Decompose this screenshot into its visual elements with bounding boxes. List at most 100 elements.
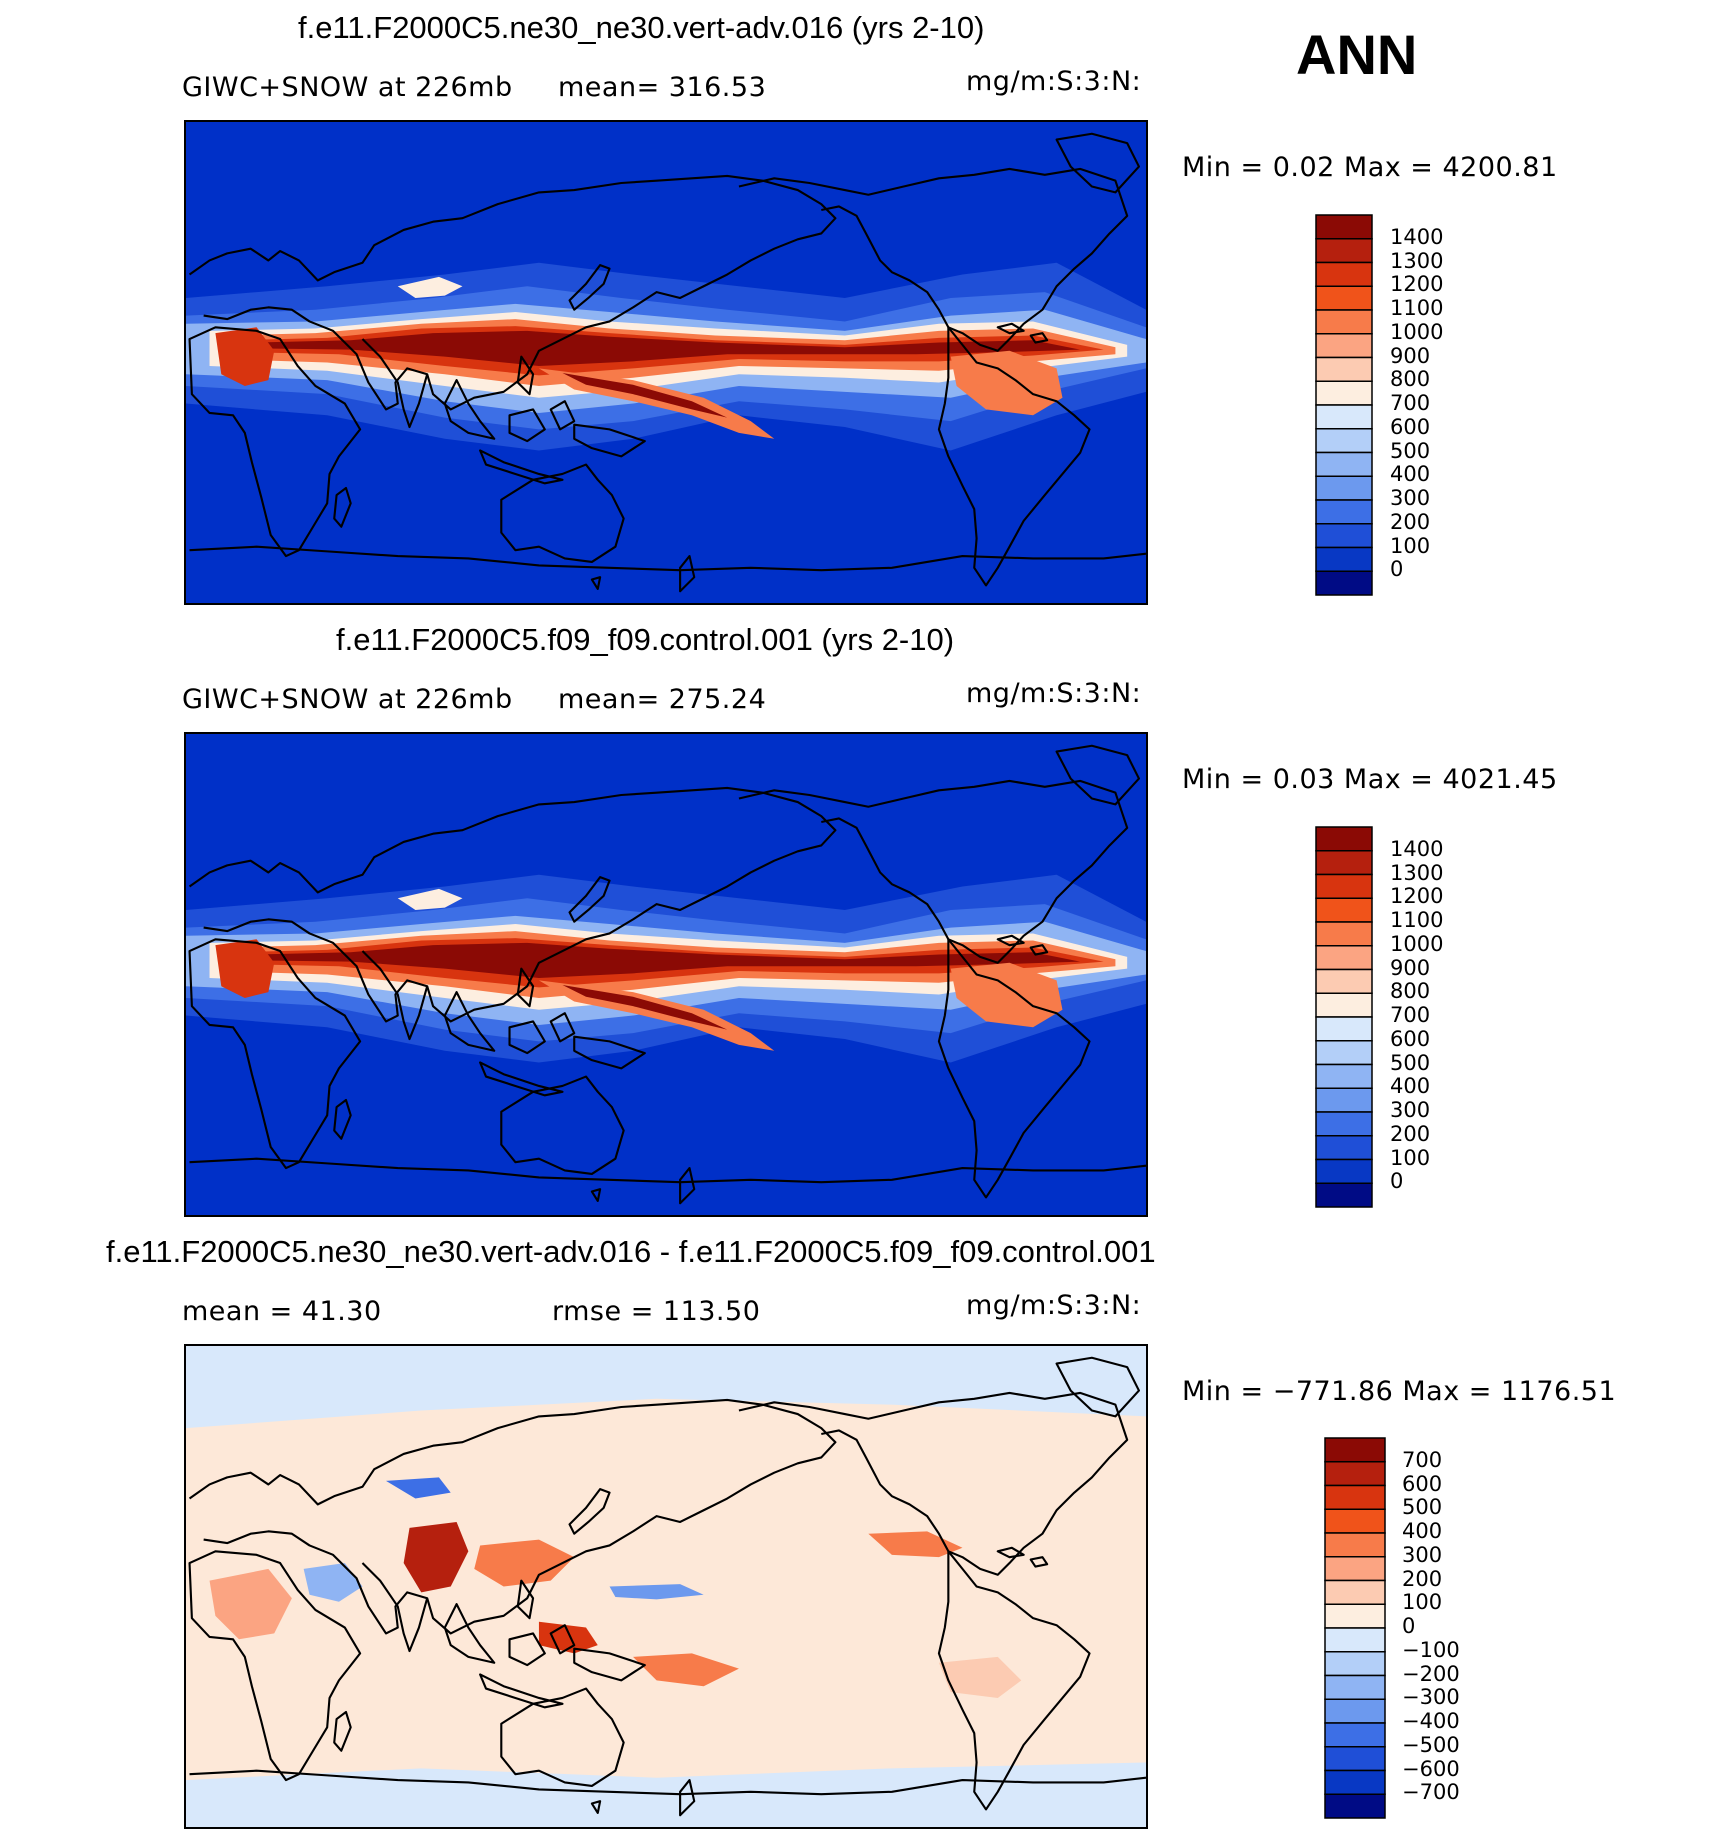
panel3-mean: mean = 41.30 (182, 1296, 382, 1327)
panel3-colorbar-label: −600 (1402, 1756, 1460, 1781)
panel1-colorbar-swatch (1315, 285, 1373, 311)
panel1-mean: mean= 316.53 (558, 72, 767, 103)
panel3-colorbar-swatch (1324, 1651, 1386, 1677)
panel2-mean: mean= 275.24 (558, 684, 767, 715)
panel3-colorbar-swatch (1324, 1556, 1386, 1582)
panel3-units: mg/m:S:3:N: (966, 1290, 1142, 1321)
panel1-colorbar-label: 700 (1390, 391, 1431, 415)
panel3-colorbar-swatch (1324, 1484, 1386, 1510)
panel2-colorbar-swatch (1315, 873, 1373, 899)
panel3-colorbar-swatch (1324, 1461, 1386, 1487)
panel1-colorbar-swatch (1315, 523, 1373, 549)
panel2-colorbar-label: 200 (1390, 1121, 1431, 1146)
panel2-colorbar-label: 0 (1390, 1169, 1404, 1194)
panel1-colorbar-label: 300 (1390, 486, 1431, 510)
panel2-colorbar-swatch (1315, 1040, 1373, 1066)
panel1-colorbar-swatch (1315, 499, 1373, 525)
panel2-colorbar-label: 1400 (1390, 836, 1444, 861)
panel3-minmax: Min = −771.86 Max = 1176.51 (1182, 1376, 1617, 1407)
panel2-colorbar-label: 1000 (1390, 931, 1444, 956)
panel2-colorbar-swatch (1315, 826, 1373, 852)
panel1-colorbar-swatch (1315, 309, 1373, 335)
panel3-colorbar-swatch (1324, 1532, 1386, 1558)
panel1-colorbar-swatch (1315, 570, 1373, 596)
panel3-colorbar-swatch (1324, 1746, 1386, 1772)
panel3-colorbar-label: 200 (1402, 1566, 1443, 1591)
panel2-colorbar-swatch (1315, 992, 1373, 1018)
panel2-colorbar-label: 400 (1390, 1074, 1431, 1099)
panel3-colorbar-label: 0 (1402, 1614, 1416, 1638)
panel3-colorbar-label: 300 (1402, 1542, 1443, 1567)
panel1-colorbar-swatch (1315, 356, 1373, 382)
panel2-minmax: Min = 0.03 Max = 4021.45 (1182, 764, 1558, 795)
panel1-units: mg/m:S:3:N: (966, 66, 1142, 97)
panel2-colorbar-swatch (1315, 968, 1373, 994)
panel2-colorbar-label: 1300 (1390, 860, 1444, 885)
panel1-variable: GIWC+SNOW at 226mb (182, 72, 513, 103)
panel3-colorbar-swatch (1324, 1769, 1386, 1795)
panel1-colorbar-swatch (1315, 261, 1373, 287)
panel2-colorbar-swatch (1315, 1111, 1373, 1137)
panel2-colorbar-label: 800 (1390, 979, 1431, 1004)
panel2-colorbar-label: 500 (1390, 1050, 1431, 1075)
panel2-colorbar-swatch (1315, 1135, 1373, 1161)
panel1-colorbar-label: 600 (1390, 414, 1431, 439)
panel1-colorbar-swatch (1315, 214, 1373, 240)
panel3-colorbar-label: −200 (1402, 1661, 1460, 1686)
panel1-colorbar-label: 900 (1390, 343, 1431, 368)
panel1-colorbar (1315, 214, 1373, 596)
panel1-minmax: Min = 0.02 Max = 4200.81 (1182, 152, 1558, 183)
panel1-colorbar-label: 1200 (1390, 272, 1444, 297)
panel2-colorbar (1315, 826, 1373, 1208)
panel2-colorbar-swatch (1315, 850, 1373, 876)
panel3-colorbar-label: −500 (1402, 1732, 1460, 1757)
panel2-colorbar-label: 700 (1390, 1003, 1431, 1027)
panel1-colorbar-label: 0 (1390, 557, 1404, 582)
panel3-colorbar-swatch (1324, 1722, 1386, 1748)
panel3-colorbar-swatch (1324, 1698, 1386, 1724)
panel2-colorbar-label: 1200 (1390, 884, 1444, 909)
panel1-colorbar-swatch (1315, 333, 1373, 359)
panel2-colorbar-label: 600 (1390, 1026, 1431, 1051)
panel2-colorbar-label: 300 (1390, 1098, 1431, 1122)
panel3-colorbar-label: −400 (1402, 1709, 1460, 1733)
panel3-colorbar-label: 600 (1402, 1471, 1443, 1496)
panel3-colorbar-swatch (1324, 1508, 1386, 1534)
panel3-rmse: rmse = 113.50 (552, 1296, 761, 1327)
panel3-colorbar-label: 500 (1402, 1495, 1443, 1520)
panel2-units: mg/m:S:3:N: (966, 678, 1142, 709)
panel3-colorbar-label: −700 (1402, 1780, 1460, 1805)
panel2-colorbar-swatch (1315, 1063, 1373, 1089)
panel2-colorbar-swatch (1315, 1182, 1373, 1208)
panel3-colorbar-label: 100 (1402, 1590, 1443, 1615)
panel2-colorbar-label: 1100 (1390, 908, 1444, 932)
panel2-variable: GIWC+SNOW at 226mb (182, 684, 513, 715)
panel2-title: f.e11.F2000C5.f09_f09.control.001 (yrs 2… (336, 622, 955, 657)
panel1-colorbar-swatch (1315, 546, 1373, 572)
panel1-colorbar-swatch (1315, 475, 1373, 501)
panel1-colorbar-swatch (1315, 428, 1373, 454)
panel2-colorbar-label: 900 (1390, 955, 1431, 980)
panel1-colorbar-label: 400 (1390, 462, 1431, 487)
panel1-colorbar-label: 800 (1390, 367, 1431, 392)
panel3-colorbar-swatch (1324, 1603, 1386, 1629)
panel3-colorbar-swatch (1324, 1674, 1386, 1700)
panel2-colorbar-swatch (1315, 897, 1373, 923)
panel3-map (184, 1344, 1148, 1829)
panel1-colorbar-swatch (1315, 451, 1373, 477)
panel1-colorbar-label: 1000 (1390, 319, 1444, 344)
panel1-colorbar-swatch (1315, 404, 1373, 430)
panel2-colorbar-label: 100 (1390, 1145, 1431, 1170)
panel3-colorbar-label: 700 (1402, 1447, 1443, 1472)
panel1-colorbar-label: 200 (1390, 509, 1431, 534)
panel3-colorbar-label: −300 (1402, 1685, 1460, 1710)
panel3-colorbar (1324, 1437, 1386, 1819)
panel3-colorbar-label: 400 (1402, 1519, 1443, 1543)
panel1-colorbar-label: 1400 (1390, 224, 1444, 249)
panel2-map (184, 732, 1148, 1217)
panel2-colorbar-swatch (1315, 1158, 1373, 1184)
panel2-colorbar-swatch (1315, 921, 1373, 947)
panel1-colorbar-label: 1300 (1390, 248, 1444, 273)
panel3-colorbar-swatch (1324, 1627, 1386, 1653)
panel3-colorbar-swatch (1324, 1579, 1386, 1605)
